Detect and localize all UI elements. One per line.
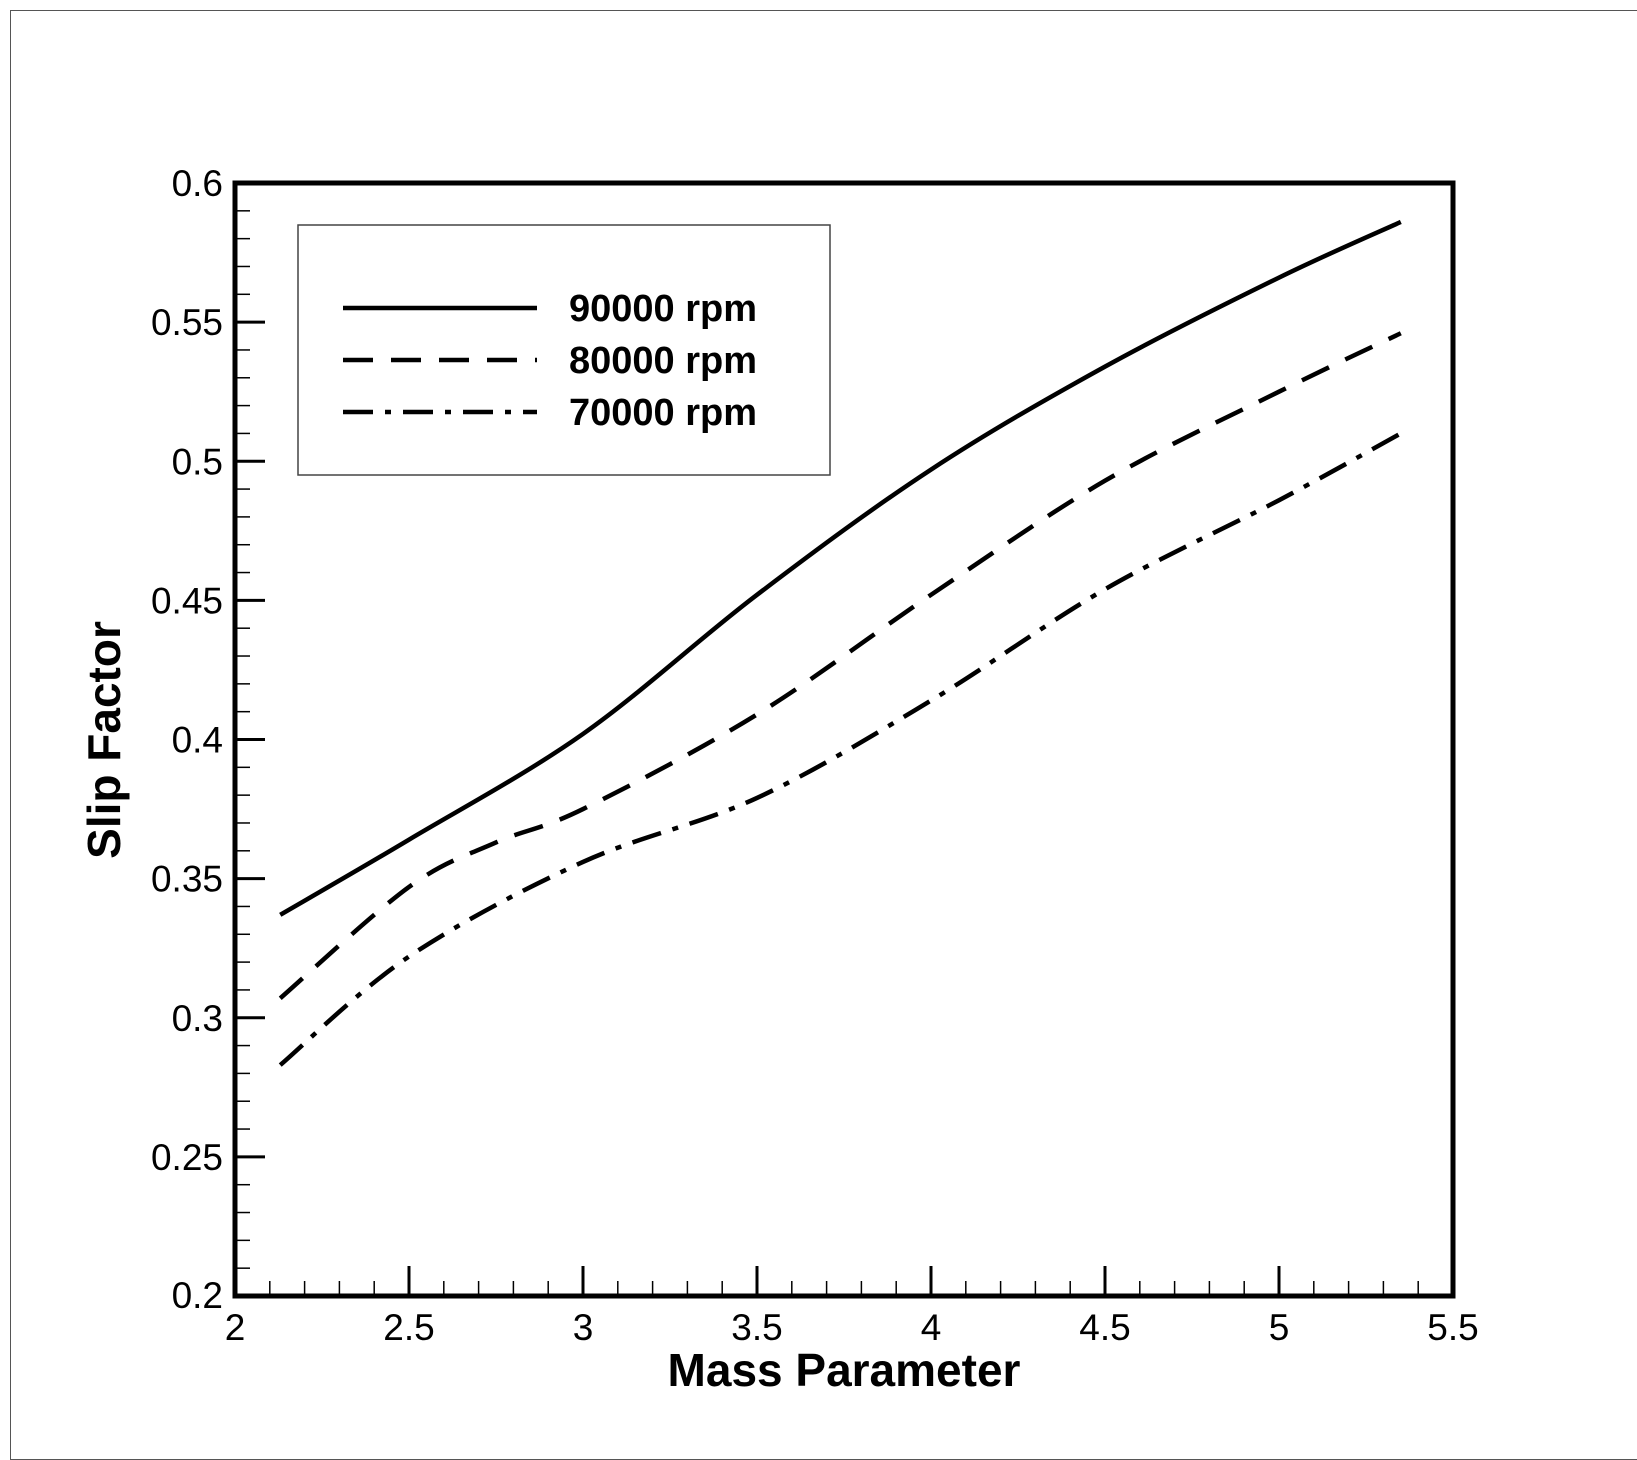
x-tick-label: 3 — [573, 1307, 594, 1348]
y-tick-label: 0.35 — [151, 859, 223, 900]
y-tick-label: 0.55 — [151, 302, 223, 343]
y-tick-label: 0.6 — [172, 163, 223, 204]
legend-label: 70000 rpm — [569, 392, 757, 434]
x-axis-title: Mass Parameter — [668, 1344, 1021, 1396]
series-line-90000-rpm — [279, 219, 1402, 917]
legend-label: 90000 rpm — [569, 288, 757, 330]
series-line-70000-rpm — [278, 431, 1402, 1067]
x-tick-label: 3.5 — [731, 1307, 782, 1348]
y-tick-label: 0.2 — [172, 1275, 223, 1316]
y-tick-label: 0.45 — [151, 580, 223, 621]
legend-box — [297, 224, 831, 476]
legend-label: 80000 rpm — [569, 340, 757, 382]
y-tick-label: 0.25 — [151, 1137, 223, 1178]
y-tick-label: 0.3 — [172, 998, 223, 1039]
y-tick-label: 0.4 — [172, 720, 223, 761]
x-tick-label: 5.5 — [1427, 1307, 1478, 1348]
y-tick-labels: 0.2 0.25 0.3 0.35 0.4 0.45 0.5 0.55 0.6 — [151, 163, 223, 1316]
y-tick-label: 0.5 — [172, 441, 223, 482]
x-tick-label: 5 — [1269, 1307, 1290, 1348]
legend: 90000 rpm 80000 rpm 70000 rpm — [297, 224, 831, 476]
series-line-80000-rpm — [278, 331, 1402, 1000]
plot-area-border — [232, 180, 1456, 1299]
x-tick-label: 2.5 — [383, 1307, 434, 1348]
x-tick-labels: 2 2.5 3 3.5 4 4.5 5 5.5 — [225, 1307, 1479, 1348]
series-lines — [278, 219, 1402, 1067]
x-tick-label: 4 — [921, 1307, 942, 1348]
x-tick-label: 2 — [225, 1307, 246, 1348]
y-axis-title: Slip Factor — [78, 621, 130, 859]
x-tick-label: 4.5 — [1079, 1307, 1130, 1348]
